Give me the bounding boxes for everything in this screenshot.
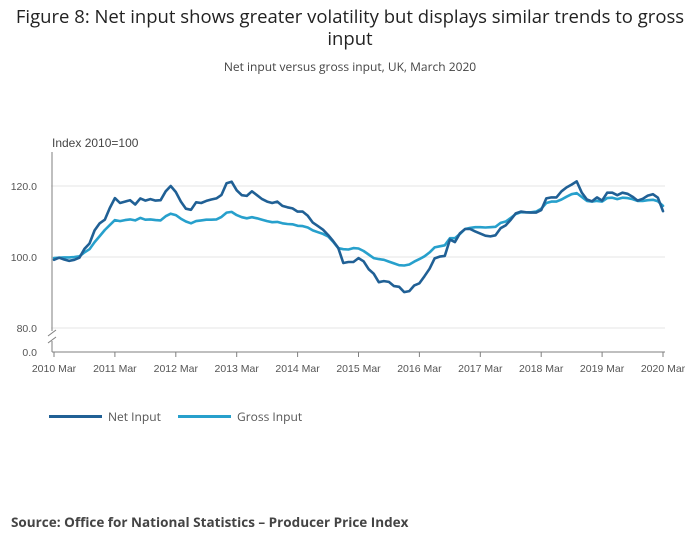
series-line-net-input [52,180,665,294]
tick-labels: 120.0 100.0 80.0 0.0 2010 Mar 2011 Mar 2012 Ma… [11,181,686,375]
legend: Net Input Gross Input [0,407,700,425]
x-tick-label: 2016 Mar [397,363,442,375]
axis-break-mark [47,336,57,344]
legend-swatch-net-input [49,414,102,418]
y-tick-label: 0.0 [22,347,37,359]
y-tick-label: 80.0 [17,323,38,335]
x-tick-label: 2014 Mar [275,363,320,375]
axes [47,152,665,357]
chart-subtitle: Net input versus gross input, UK, March … [223,58,477,75]
chart-title: Figure 8: Net input shows greater volati… [15,4,685,51]
axis-break-mark [47,329,57,337]
series-line-gross-input [52,191,665,267]
y-axis-label: Index 2010=100 [52,136,139,150]
legend-item-net-input: Net Input [49,407,161,425]
x-tick-label: 2012 Mar [154,363,199,375]
x-tick-label: 2010 Mar [32,363,77,375]
y-tick-label: 120.0 [11,181,37,193]
source-note: Source: Office for National Statistics –… [11,513,409,531]
series-lines [52,180,665,294]
x-tick-label: 2019 Mar [580,363,625,375]
x-tick-label: 2018 Mar [519,363,564,375]
legend-label-net-input: Net Input [108,407,161,425]
legend-swatch-gross-input [178,414,231,418]
y-tick-label: 100.0 [11,252,37,264]
x-tick-label: 2017 Mar [458,363,503,375]
legend-label-gross-input: Gross Input [237,407,303,425]
x-tick-label: 2015 Mar [336,363,381,375]
x-tick-label: 2013 Mar [215,363,260,375]
x-tick-label: 2011 Mar [93,363,137,375]
legend-item-gross-input: Gross Input [178,407,303,425]
x-tick-label: 2020 Mar [641,363,686,375]
